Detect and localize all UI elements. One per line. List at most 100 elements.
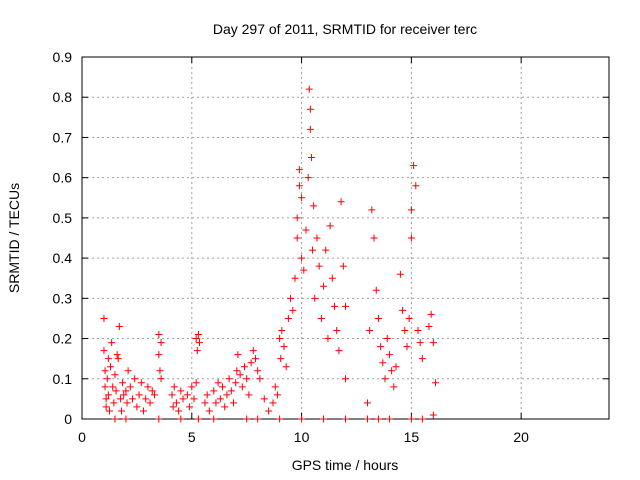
data-point [103, 375, 111, 383]
y-tick-label: 0.5 [53, 210, 73, 226]
data-point [414, 327, 422, 335]
data-point [110, 399, 118, 407]
data-point [194, 415, 202, 423]
y-axis-label: SRMTID / TECUs [6, 183, 22, 293]
data-point [223, 391, 231, 399]
data-point [111, 371, 119, 379]
data-point [175, 407, 183, 415]
data-point [225, 375, 233, 383]
y-tick-label: 0.1 [53, 371, 73, 387]
data-point [368, 206, 376, 214]
data-point [233, 367, 241, 375]
data-point [407, 415, 415, 423]
data-point [100, 347, 108, 355]
y-tick-label: 0.9 [53, 49, 73, 65]
data-points [100, 85, 440, 423]
data-point [399, 306, 407, 314]
data-point [113, 351, 121, 359]
data-point [155, 351, 163, 359]
plot-frame [81, 56, 610, 420]
data-point [392, 363, 400, 371]
data-point [107, 363, 115, 371]
data-point [236, 371, 244, 379]
data-point [230, 399, 238, 407]
data-point [293, 214, 301, 222]
data-point [287, 294, 295, 302]
y-tick-label: 0.2 [53, 331, 73, 347]
data-point [427, 310, 435, 318]
data-point [192, 379, 200, 387]
data-point [219, 383, 227, 391]
data-point [254, 415, 262, 423]
data-point [186, 403, 194, 411]
data-point [342, 302, 349, 310]
data-point [298, 415, 306, 423]
data-point [188, 383, 196, 391]
x-tick-label: 0 [78, 429, 86, 445]
data-point [205, 407, 213, 415]
data-point [388, 367, 396, 375]
data-point [177, 415, 185, 423]
data-point [412, 182, 420, 190]
data-point [280, 343, 288, 351]
data-point [432, 379, 440, 387]
x-axis-label: GPS time / hours [292, 457, 399, 473]
data-point [342, 375, 349, 383]
data-point [307, 154, 315, 162]
data-point [144, 383, 152, 391]
data-point [363, 399, 371, 407]
data-point [105, 407, 113, 415]
data-point [156, 367, 164, 375]
data-point [155, 331, 163, 339]
data-point [251, 355, 259, 363]
data-point [102, 403, 110, 411]
data-point [277, 355, 285, 363]
data-point [146, 399, 154, 407]
data-point [396, 270, 404, 278]
data-point [256, 375, 264, 383]
data-point [169, 403, 177, 411]
data-point [183, 391, 191, 399]
grid [82, 57, 609, 419]
data-point [238, 383, 246, 391]
data-point [401, 327, 409, 335]
x-tick-label: 5 [188, 429, 196, 445]
y-tick-label: 0.6 [53, 170, 73, 186]
data-point [114, 355, 122, 363]
data-point [122, 415, 130, 423]
data-point [284, 314, 292, 322]
data-point [195, 339, 203, 347]
data-point [212, 399, 220, 407]
data-point [410, 162, 418, 170]
data-point [104, 355, 112, 363]
data-point [240, 363, 248, 371]
data-point [124, 367, 132, 375]
data-point [168, 391, 176, 399]
data-point [328, 274, 336, 282]
data-point [135, 391, 143, 399]
data-point [170, 383, 178, 391]
data-point [210, 415, 218, 423]
data-point [418, 355, 426, 363]
data-point [370, 234, 378, 242]
data-point [276, 415, 284, 423]
data-point [304, 174, 312, 182]
data-point [129, 395, 137, 403]
y-tick-label: 0.4 [53, 250, 73, 266]
x-tick-label: 10 [294, 429, 310, 445]
data-point [322, 246, 330, 254]
data-point [377, 343, 385, 351]
axis-ticks: 0 0.1 0.2 0.3 0.4 0.5 0.6 0.7 0.8 0.9 0 5 10 15 20 [53, 49, 609, 445]
data-point [245, 391, 253, 399]
data-point [311, 294, 319, 302]
data-point [150, 391, 158, 399]
data-point [269, 399, 277, 407]
data-point [331, 302, 339, 310]
data-point [265, 407, 273, 415]
data-point [418, 415, 426, 423]
data-point [320, 415, 328, 423]
data-point [416, 339, 424, 347]
data-point [249, 347, 257, 355]
data-point [366, 327, 374, 335]
